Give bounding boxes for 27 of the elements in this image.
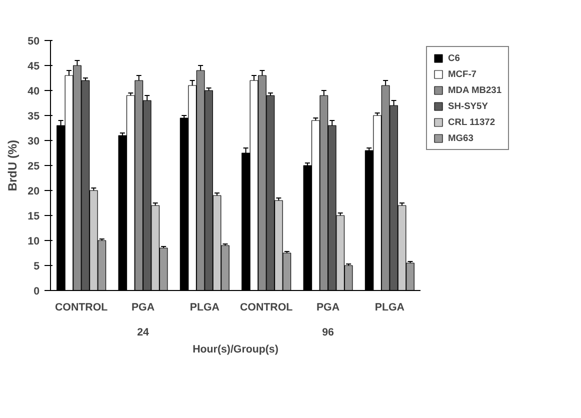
y-tick-label: 40 (28, 86, 40, 98)
legend-label: MG63 (448, 133, 474, 143)
y-tick-label: 10 (28, 236, 40, 248)
y-tick-label: 30 (28, 136, 40, 148)
x-axis-title: Hour(s)/Group(s) (192, 344, 279, 356)
legend-label: SH-SY5Y (448, 101, 488, 111)
text: 24 (137, 326, 149, 338)
text: 96 (322, 326, 334, 338)
x-tick-label: CONTROL (54, 302, 108, 314)
x-tick-label: CONTROL (240, 302, 294, 314)
y-axis-title: BrdU (%) (6, 140, 20, 192)
y-tick-label: 35 (28, 110, 40, 122)
y-tick-label: 15 (28, 210, 40, 222)
legend-label: MCF-7 (448, 69, 476, 79)
x-tick-label: PLGA (374, 302, 405, 314)
legend-label: CRL 11372 (448, 117, 496, 127)
x-tick-label: PGA (131, 302, 155, 314)
y-tick-label: 45 (28, 60, 40, 72)
legend-label: C6 (448, 53, 461, 63)
legend-label: MDA MB231 (448, 85, 502, 95)
y-tick-label: 5 (34, 260, 40, 272)
x-tick-label: PGA (316, 302, 340, 314)
y-tick-label: 20 (28, 186, 40, 198)
y-tick-label: 0 (34, 286, 40, 298)
y-tick-label: 50 (28, 36, 40, 48)
x-tick-label: PLGA (190, 302, 220, 314)
y-tick-label: 25 (28, 160, 40, 172)
